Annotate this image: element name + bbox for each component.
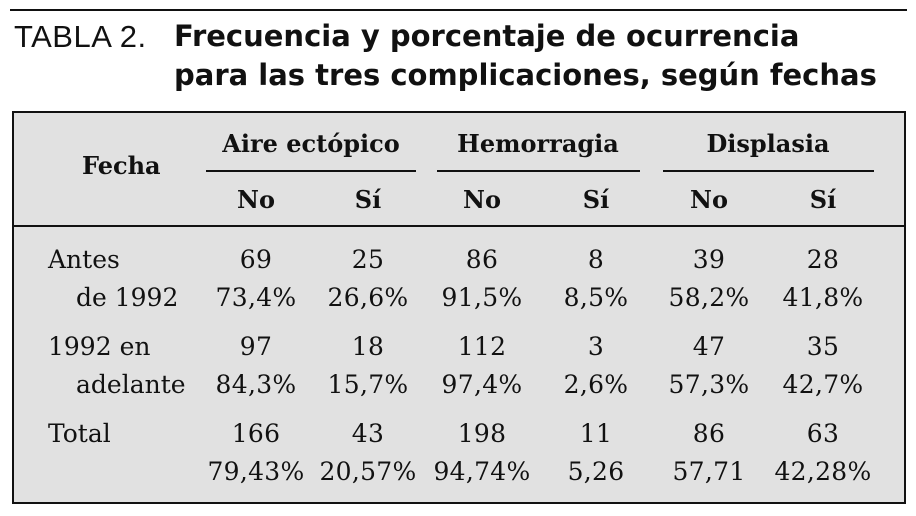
- table-cell-count: 69: [239, 245, 273, 274]
- table-cell-percent: 20,57%: [319, 457, 417, 486]
- table-cell-percent: 2,6%: [563, 370, 629, 399]
- table-cell-count: 97: [239, 332, 273, 361]
- table-cell-percent: 79,43%: [207, 457, 305, 486]
- subheader-hemorragia-si: Sí: [582, 185, 610, 214]
- row-header-fecha: Fecha: [82, 151, 161, 180]
- subheader-hemorragia-no: No: [463, 185, 501, 214]
- table-cell-count: 86: [465, 245, 499, 274]
- table-cell-percent: 41,8%: [782, 283, 864, 312]
- group-rule-hemorragia: [437, 170, 640, 172]
- table-cell-percent: 94,74%: [433, 457, 531, 486]
- table-cell-count: 8: [587, 245, 605, 274]
- row-label-line2: adelante: [76, 370, 186, 399]
- table-cell-count: 47: [692, 332, 726, 361]
- subheader-displasia-si: Sí: [809, 185, 837, 214]
- group-rule-aire-ectopico: [206, 170, 416, 172]
- table-cell-count: 43: [351, 419, 385, 448]
- caption-title-line-1: Frecuencia y porcentaje de ocurrencia: [174, 19, 800, 53]
- table-cell-percent: 57,71: [672, 457, 746, 486]
- table-cell-percent: 58,2%: [668, 283, 750, 312]
- table-cell-percent: 15,7%: [327, 370, 409, 399]
- group-rule-displasia: [663, 170, 874, 172]
- group-header-displasia: Displasia: [706, 129, 830, 158]
- caption-title-line-2: para las tres complicaciones, según fech…: [174, 58, 877, 92]
- table-cell-percent: 91,5%: [441, 283, 523, 312]
- table-cell-percent: 8,5%: [563, 283, 629, 312]
- table-cell-count: 63: [806, 419, 840, 448]
- group-header-aire-ectopico: Aire ectópico: [222, 129, 400, 158]
- table-cell-count: 18: [351, 332, 385, 361]
- table-caption: TABLA 2. Frecuencia y porcentaje de ocur…: [14, 17, 904, 107]
- subheader-aire-si: Sí: [354, 185, 382, 214]
- header-separator: [14, 225, 904, 227]
- table-cell-percent: 57,3%: [668, 370, 750, 399]
- table-cell-count: 35: [806, 332, 840, 361]
- caption-label: TABLA 2.: [14, 19, 147, 54]
- table-cell-count: 198: [457, 419, 507, 448]
- table-cell-percent: 26,6%: [327, 283, 409, 312]
- table-cell-count: 28: [806, 245, 840, 274]
- row-label-line1: Total: [48, 419, 111, 448]
- subheader-displasia-no: No: [690, 185, 728, 214]
- caption-title: Frecuencia y porcentaje de ocurrencia pa…: [174, 17, 877, 95]
- table-cell-percent: 73,4%: [215, 283, 297, 312]
- data-table: Fecha Aire ectópico Hemorragia Displasia…: [12, 111, 906, 504]
- table-cell-count: 86: [692, 419, 726, 448]
- table-cell-count: 166: [231, 419, 281, 448]
- row-label-line2: de 1992: [76, 283, 179, 312]
- table-cell-percent: 42,7%: [782, 370, 864, 399]
- table-cell-percent: 84,3%: [215, 370, 297, 399]
- row-label-line1: 1992 en: [48, 332, 151, 361]
- table-cell-count: 3: [587, 332, 605, 361]
- group-header-hemorragia: Hemorragia: [457, 129, 619, 158]
- subheader-aire-no: No: [237, 185, 275, 214]
- table-cell-count: 112: [457, 332, 507, 361]
- top-rule: [10, 9, 907, 11]
- table-cell-count: 25: [351, 245, 385, 274]
- table-cell-percent: 5,26: [567, 457, 625, 486]
- table-cell-percent: 97,4%: [441, 370, 523, 399]
- table-cell-count: 11: [579, 419, 613, 448]
- table-cell-count: 39: [692, 245, 726, 274]
- row-label-line1: Antes: [48, 245, 120, 274]
- table-cell-percent: 42,28%: [774, 457, 872, 486]
